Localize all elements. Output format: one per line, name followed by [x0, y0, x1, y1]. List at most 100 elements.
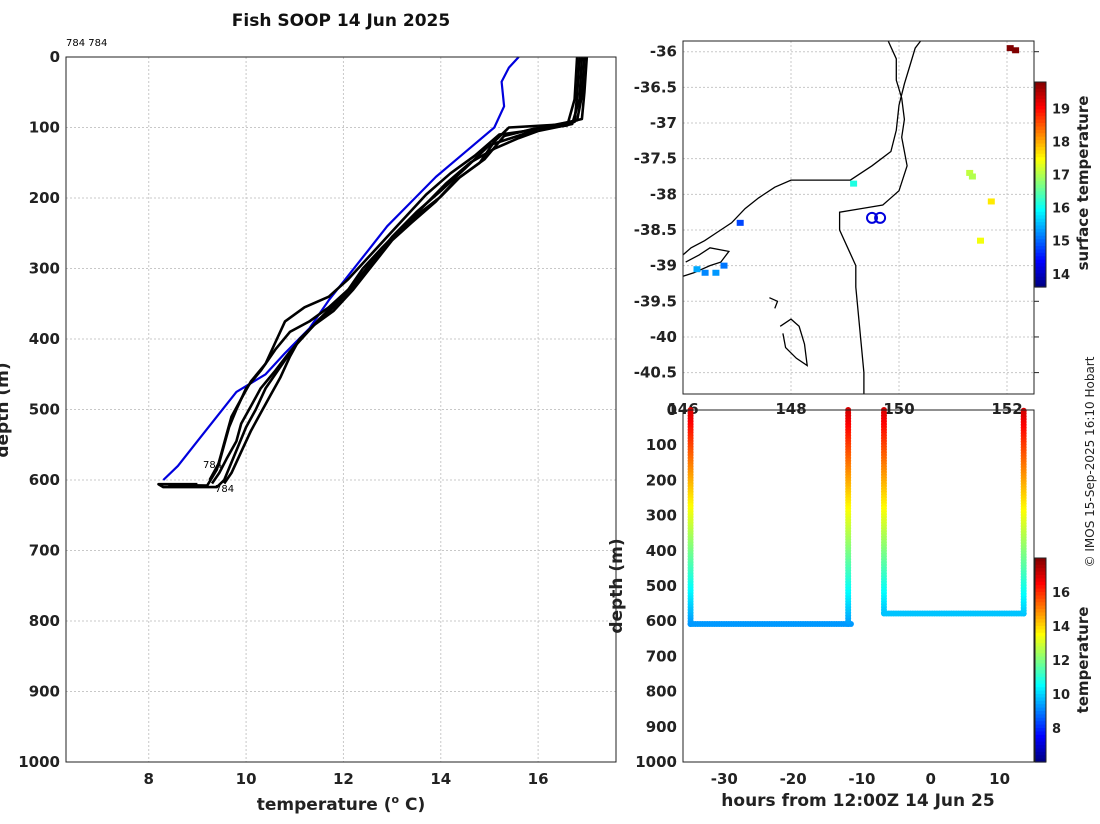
map-y-tick-label: -36.5 — [634, 78, 677, 96]
map-panel: 146 148 150 152-36-36.5-37-37.5-38-38.5-39-… — [634, 40, 1092, 418]
colorbar-segment — [1035, 666, 1046, 671]
map-x-tick-label: 148 — [775, 400, 806, 418]
coastline — [769, 297, 779, 309]
surface-temperature-point — [968, 173, 976, 180]
colorbar-tick-label: 14 — [1052, 620, 1070, 635]
colorbar-segment — [1035, 728, 1046, 732]
colorbar-segment — [1035, 266, 1046, 271]
section-tracks — [687, 407, 1027, 628]
map-y-tick-label: -40.5 — [634, 364, 677, 382]
position-marker — [874, 211, 887, 224]
colorbar-tick-label: 17 — [1052, 169, 1070, 184]
colorbar-segment — [1035, 123, 1046, 128]
colorbar-segment — [1035, 194, 1046, 199]
surface-temperature-point — [977, 237, 984, 244]
colorbar-segment — [1035, 697, 1046, 702]
colorbar-segment — [1035, 198, 1046, 203]
colorbar-segment — [1035, 205, 1046, 210]
colorbar-tick-label: 15 — [1052, 235, 1070, 250]
colorbar-segment — [1035, 157, 1046, 162]
colorbar-segment — [1035, 745, 1046, 749]
figure-title: Fish SOOP 14 Jun 2025 — [232, 11, 450, 31]
section-x-tick-label: 0 — [926, 770, 936, 788]
colorbar-segment — [1035, 222, 1046, 227]
colorbar-segment — [1035, 82, 1046, 87]
xlabel-post: C) — [399, 795, 425, 815]
surface-temperature-point — [850, 180, 858, 187]
colorbar-tick-label: 16 — [1052, 586, 1070, 601]
profile-lines — [157, 56, 589, 489]
colorbar-segment — [1035, 677, 1046, 681]
colorbar-segment — [1035, 605, 1046, 610]
colorbar-segment — [1035, 95, 1046, 100]
surface-temperature-point — [701, 269, 709, 276]
map-ticks: 146 148 150 152-36-36.5-37-37.5-38-38.5-39-… — [634, 43, 1023, 418]
surface-colorbar-label: surface temperature — [1074, 96, 1092, 271]
colorbar-segment — [1035, 680, 1046, 685]
colorbar-segment — [1035, 687, 1046, 692]
surface-temperature-colorbar: 14 15 16 17 18 19 — [1034, 81, 1070, 288]
section-x-tick-label: -10 — [848, 770, 875, 788]
colorbar-segment — [1035, 208, 1046, 213]
colorbar-segment — [1035, 150, 1046, 155]
colorbar-segment — [1035, 211, 1046, 216]
profile-end-label: 784 — [215, 484, 234, 495]
section-frame — [682, 409, 1035, 763]
profile-grid — [66, 56, 616, 763]
section-y-tick-label: 700 — [646, 647, 677, 665]
profile-y-tick-label: 700 — [29, 542, 60, 560]
colorbar-segment — [1035, 184, 1046, 189]
colorbar-segment — [1035, 564, 1046, 569]
colorbar-segment — [1035, 578, 1046, 583]
colorbar-segment — [1035, 738, 1046, 743]
colorbar-segment — [1035, 670, 1046, 675]
colorbar-segment — [1035, 133, 1046, 138]
colorbar-segment — [1035, 129, 1046, 134]
colorbar-segment — [1035, 92, 1046, 97]
map-y-tick-label: -36 — [650, 43, 677, 61]
profile-y-tick-label: 0 — [50, 48, 60, 66]
colorbar-segment — [1035, 174, 1046, 179]
colorbar-segment — [1035, 704, 1046, 709]
colorbar-segment — [1035, 105, 1046, 110]
profile-y-tick-label: 500 — [29, 401, 60, 419]
colorbar-segment — [1035, 663, 1046, 668]
temperature-colorbar: 8 10 12 14 16 — [1034, 557, 1070, 763]
surface-temperature-point — [720, 262, 728, 269]
colorbar-tick-label: 10 — [1052, 688, 1070, 703]
profile-x-tick-label: 16 — [528, 770, 549, 788]
profile-line-reference — [162, 56, 520, 481]
section-y-tick-label: 800 — [646, 683, 677, 701]
colorbar-segment — [1035, 585, 1046, 590]
profile-x-axis-label: temperature (o C) — [257, 793, 426, 815]
section-y-tick-label: 900 — [646, 718, 677, 736]
colorbar-segment — [1035, 181, 1046, 186]
colorbar-segment — [1035, 112, 1046, 117]
profile-y-tick-label: 300 — [29, 260, 60, 278]
colorbar-segment — [1035, 232, 1046, 237]
colorbar-segment — [1035, 167, 1046, 172]
colorbar-segment — [1035, 612, 1046, 617]
colorbar-segment — [1035, 187, 1046, 192]
surface-temperature-point — [736, 219, 744, 226]
colorbar-segment — [1035, 673, 1046, 678]
colorbar-segment — [1035, 626, 1046, 630]
profile-frame — [65, 56, 617, 763]
map-y-tick-label: -37 — [650, 114, 677, 132]
colorbar-segment — [1035, 636, 1046, 641]
colorbar-segment — [1035, 649, 1046, 654]
map-x-tick-label: 152 — [991, 400, 1022, 418]
credit-label: © IMOS 15-Sep-2025 16:10 Hobart — [1083, 356, 1097, 567]
colorbar-segment — [1035, 228, 1046, 233]
colorbar-segment — [1035, 116, 1046, 121]
colorbar-segment — [1035, 259, 1046, 264]
temperature-colorbar-label: temperature — [1074, 607, 1092, 714]
colorbar-segment — [1035, 164, 1046, 169]
section-y-axis-label: depth (m) — [607, 538, 627, 633]
colorbar-segment — [1035, 276, 1046, 281]
colorbar-segment — [1035, 119, 1046, 124]
section-y-tick-label: 100 — [646, 436, 677, 454]
profile-y-tick-label: 1000 — [18, 753, 60, 771]
